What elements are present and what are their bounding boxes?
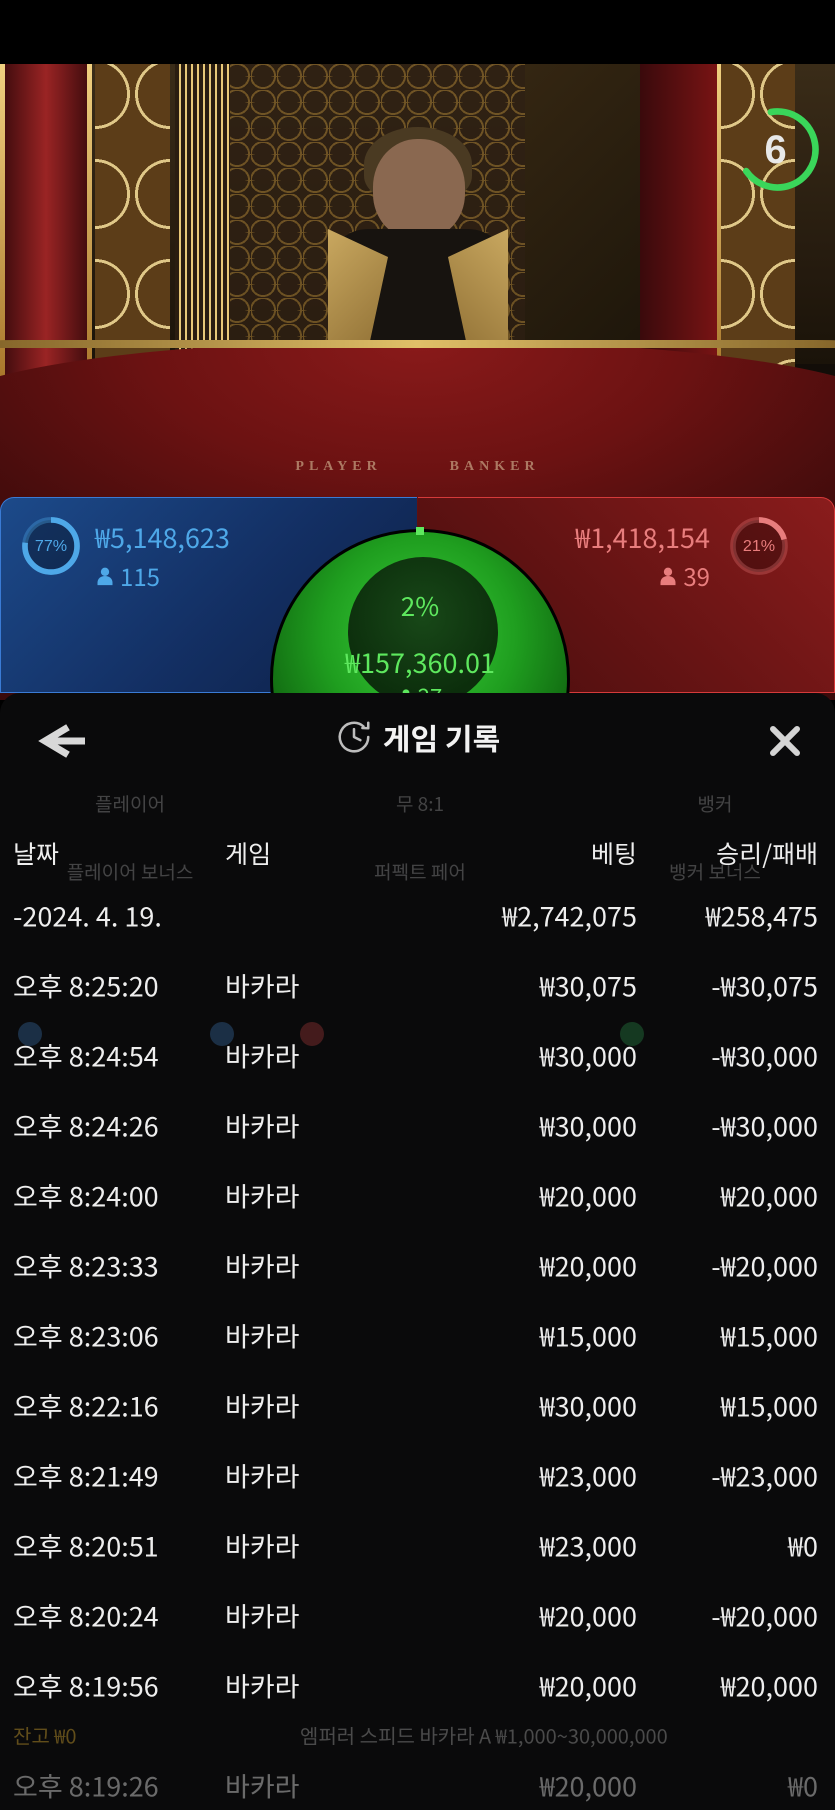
svg-text:77%: 77%: [35, 537, 67, 555]
svg-text:21%: 21%: [743, 537, 775, 555]
svg-text:6: 6: [765, 128, 787, 172]
